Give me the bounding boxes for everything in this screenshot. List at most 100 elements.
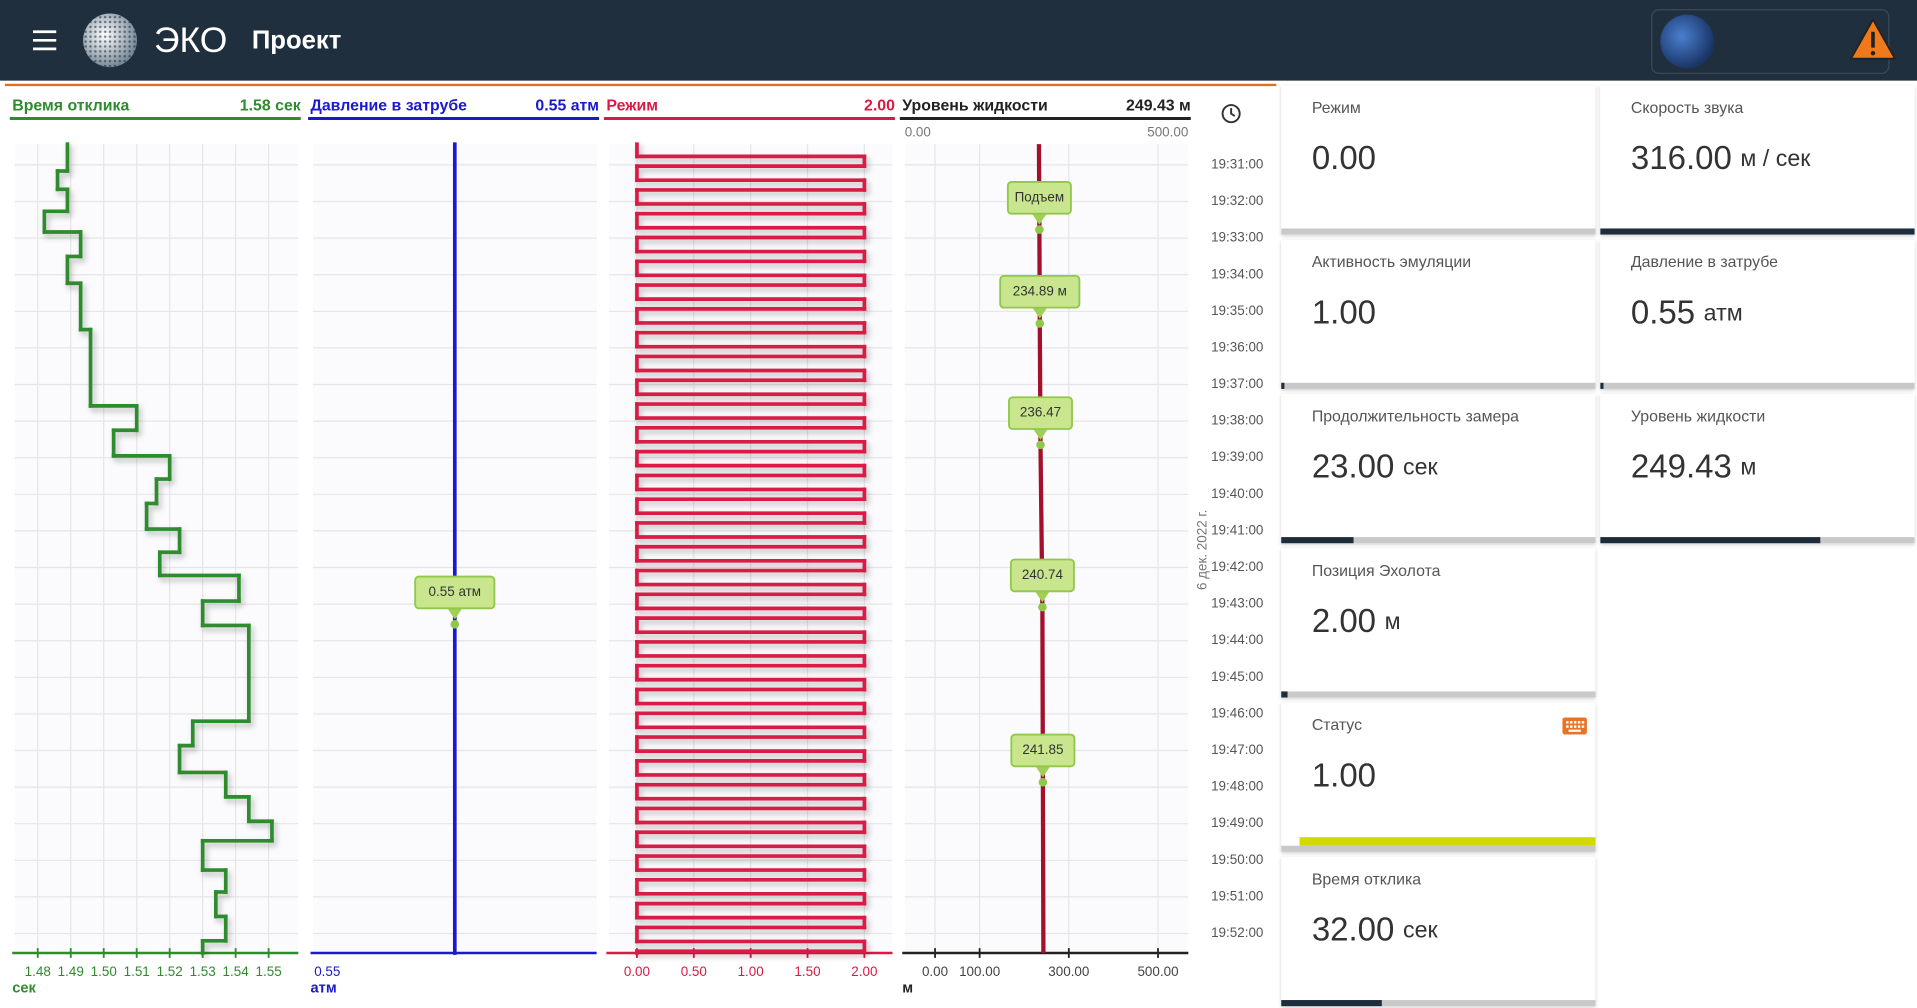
card-value: 0.00 bbox=[1312, 139, 1376, 176]
card-title: Статус bbox=[1312, 717, 1362, 734]
alert-icon[interactable] bbox=[1849, 17, 1897, 60]
bar-track bbox=[1281, 845, 1596, 852]
time-tick-label: 19:41:00 bbox=[1211, 522, 1263, 537]
x-tick-label: 500.00 bbox=[1137, 964, 1178, 979]
icon-key bbox=[1570, 725, 1573, 728]
card-value: 2.00 м bbox=[1312, 602, 1401, 639]
track-current: 249.43 м bbox=[1126, 97, 1191, 114]
callout-label: Подъем bbox=[1015, 189, 1065, 204]
time-tick-label: 19:34:00 bbox=[1211, 266, 1263, 281]
card-title: Уровень жидкости bbox=[1631, 409, 1765, 426]
bar-fill bbox=[1281, 1000, 1382, 1007]
callout-dot bbox=[1038, 777, 1048, 787]
callout-box bbox=[1009, 558, 1075, 593]
metric-card: Скорость звука 316.00 м / сек bbox=[1600, 85, 1915, 235]
callout-label: 240.74 bbox=[1022, 567, 1064, 582]
metric-card: Статус 1.00 bbox=[1281, 702, 1596, 852]
bar-track bbox=[1281, 228, 1596, 235]
card-value: 249.43 м bbox=[1631, 447, 1756, 484]
unit: сек bbox=[1403, 917, 1439, 943]
callout-pointer bbox=[1033, 429, 1048, 441]
value: 0.55 bbox=[1631, 293, 1695, 330]
card-bg bbox=[1281, 239, 1596, 389]
keyboard-icon[interactable] bbox=[1562, 717, 1587, 735]
callout: 234.89 м bbox=[999, 274, 1081, 328]
unit: атм bbox=[1704, 300, 1743, 326]
value: 32.00 bbox=[1312, 910, 1395, 947]
callout-pointer bbox=[1035, 766, 1051, 778]
card-title: Продолжительность замера bbox=[1312, 409, 1519, 426]
icon-key bbox=[1581, 721, 1585, 724]
time-tick-label: 19:52:00 bbox=[1211, 925, 1263, 940]
bar-fill bbox=[1281, 537, 1354, 544]
card-value: 1.00 bbox=[1312, 756, 1376, 793]
time-tick-label: 19:35:00 bbox=[1211, 303, 1263, 318]
metric-card: Активность эмуляции 1.00 bbox=[1281, 239, 1596, 389]
icon-key bbox=[1573, 725, 1577, 728]
time-tick-label: 19:46:00 bbox=[1211, 705, 1263, 720]
x-tick-label: 0.50 bbox=[681, 964, 707, 979]
icon-key bbox=[1573, 721, 1577, 724]
bar-track bbox=[1281, 382, 1596, 389]
card-value: 0.55 атм bbox=[1631, 293, 1743, 330]
value: 316.00 bbox=[1631, 139, 1732, 176]
metric-card: Время отклика 32.00 сек bbox=[1281, 857, 1596, 1007]
project-name[interactable]: Проект bbox=[252, 26, 341, 54]
x-tick-label: 1.48 bbox=[25, 964, 51, 979]
track-title: Давление в затрубе bbox=[311, 97, 468, 114]
callout-pointer bbox=[447, 608, 463, 620]
user-panel[interactable] bbox=[1651, 9, 1890, 74]
top-bar bbox=[0, 0, 1917, 81]
x-tick-label: 1.00 bbox=[738, 964, 764, 979]
time-tick-label: 19:45:00 bbox=[1211, 669, 1263, 684]
time-tick-label: 19:49:00 bbox=[1211, 815, 1263, 830]
card-value: 1.00 bbox=[1312, 293, 1376, 330]
time-tick-label: 19:36:00 bbox=[1211, 339, 1263, 354]
x-tick-label: 1.52 bbox=[157, 964, 183, 979]
clock-icon[interactable] bbox=[1221, 104, 1241, 124]
callout: 0.55 атм bbox=[414, 575, 496, 629]
card-bg bbox=[1281, 857, 1596, 1007]
card-value: 316.00 м / сек bbox=[1631, 139, 1811, 176]
bar-track bbox=[1281, 1000, 1596, 1007]
metric-card: Режим 0.00 bbox=[1281, 85, 1596, 235]
unit: м bbox=[1740, 454, 1756, 480]
callout: 241.85 bbox=[1010, 733, 1076, 787]
track-current: 1.58 сек bbox=[240, 97, 301, 114]
card-bg bbox=[1600, 394, 1915, 544]
brand: ЭКО bbox=[154, 20, 227, 60]
value: 1.00 bbox=[1312, 756, 1376, 793]
track-title: Режим bbox=[606, 97, 658, 114]
x-tick-label: 1.54 bbox=[223, 964, 250, 979]
x-tick-label: 1.53 bbox=[190, 964, 216, 979]
card-bg bbox=[1600, 85, 1915, 235]
plot-area bbox=[14, 144, 299, 954]
menu-button[interactable] bbox=[33, 30, 57, 51]
value: 23.00 bbox=[1312, 447, 1395, 484]
x-tick-label: 1.51 bbox=[124, 964, 150, 979]
icon-key bbox=[1570, 721, 1573, 724]
bar-fill bbox=[1600, 228, 1915, 235]
card-value: 32.00 сек bbox=[1312, 910, 1439, 947]
user-avatar[interactable] bbox=[1660, 14, 1715, 69]
time-tick-label: 19:48:00 bbox=[1211, 779, 1263, 794]
metric-card: Уровень жидкости 249.43 м bbox=[1600, 394, 1915, 544]
time-tick-label: 19:51:00 bbox=[1211, 888, 1263, 903]
icon-key bbox=[1577, 725, 1581, 728]
cards: Режим 0.00 Активность эмуляции 1.00 Продолжи… bbox=[1281, 85, 1915, 1007]
range-label: 0.55 bbox=[314, 964, 340, 979]
track-current: 2.00 bbox=[864, 97, 895, 114]
card-title: Активность эмуляции bbox=[1312, 254, 1471, 271]
bar-fill bbox=[1281, 382, 1285, 389]
value: 1.00 bbox=[1312, 293, 1376, 330]
card-bg bbox=[1281, 85, 1596, 235]
callout-box bbox=[999, 274, 1081, 309]
callout-label: 0.55 атм bbox=[429, 584, 481, 599]
time-tick-label: 19:39:00 bbox=[1211, 449, 1263, 464]
callout-pointer bbox=[1032, 213, 1047, 225]
callout-dot bbox=[1038, 602, 1047, 612]
x-tick-label: 2.00 bbox=[851, 964, 877, 979]
callout-dot bbox=[1036, 440, 1045, 450]
value: 0.00 bbox=[1312, 139, 1376, 176]
